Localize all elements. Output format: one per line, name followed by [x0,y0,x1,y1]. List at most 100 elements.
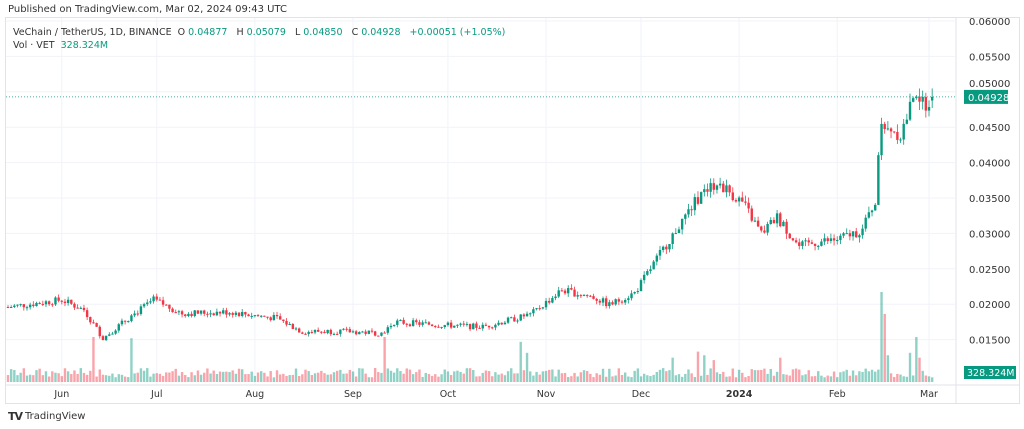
high-value: 0.05079 [246,27,286,38]
volume-bar [614,375,617,382]
candle-body [513,317,516,322]
candle-body [810,242,814,244]
volume-bar [155,373,158,382]
candle-body [114,330,117,334]
y-tick-label: 0.01500 [969,336,1010,347]
volume-bar [184,374,187,382]
candle-body [779,213,782,227]
volume-bar [782,374,785,382]
volume-bar [187,377,190,382]
volume-bar [699,375,703,382]
x-tick-label: Sep [344,389,362,400]
candle-body [19,304,22,306]
candle-body [487,325,491,328]
volume-bar [472,369,475,382]
candle-body [278,316,282,320]
candle-body [111,333,114,335]
volume-bar [250,371,253,382]
volume-bar [408,369,412,382]
volume-bar [817,371,820,382]
candle-body [203,310,206,314]
tradingview-logo[interactable]: TV TradingView [8,410,85,423]
volume-bar [313,373,317,382]
legend: VeChain / TetherUS, 1D, BINANCE O 0.04877… [13,26,508,52]
volume-bar [918,357,921,382]
candle-body [294,328,298,330]
candle-body [696,197,700,204]
candle-body [370,330,374,332]
candle-body [867,212,871,218]
volume-bar [392,372,396,382]
volume-bar [921,370,924,382]
volume-bar [38,368,41,382]
y-tick-label: 0.02500 [969,265,1010,276]
volume-bar [557,369,560,382]
volume-bar [60,376,64,382]
volume-bar [92,337,95,382]
volume-bar [741,372,744,382]
candle-body [130,315,133,322]
candle-body [617,299,621,302]
candle-body [911,98,915,102]
candle-body [848,233,852,237]
candle-body [851,231,855,237]
volume-bar [389,370,393,382]
candle-body [554,296,557,299]
candle-body [136,313,139,315]
candle-body [152,296,155,302]
candle-body [383,332,386,334]
y-tick-label: 0.03500 [969,194,1010,205]
volume-bar [19,372,22,382]
volume-bar [411,374,415,382]
volume-bar [798,369,801,382]
candle-body [484,324,488,326]
volume-bar [234,373,238,382]
volume-bar [715,372,719,382]
volume-label: Vol · VET [13,40,55,51]
volume-bar [810,376,814,382]
candle-body [291,323,295,330]
candle-body [282,319,285,322]
volume-bar [836,377,839,382]
volume-bar [108,375,111,382]
candle-body [146,302,149,305]
candle-body [826,238,829,242]
candle-body [680,218,684,230]
x-tick-label: Nov [537,389,556,400]
candle-body [260,315,263,317]
volume-bar [120,374,124,382]
candle-body [728,185,731,193]
volume-bar [826,375,829,382]
candle-body [443,325,446,328]
candle-body [924,96,928,111]
volume-bar [671,357,674,382]
candle-body [874,204,877,211]
symbol-title[interactable]: VeChain / TetherUS, 1D, BINANCE [13,27,172,38]
volume-bar [13,370,16,382]
candle-body [870,210,874,213]
candle-body [174,312,177,314]
candle-body [108,334,111,336]
volume-bar [576,376,579,382]
volume-bar [297,375,301,382]
volume-bar [915,337,918,382]
volume-bar [418,369,421,382]
volume-bar [177,375,181,382]
candle-body [627,298,630,300]
x-tick-label: Dec [632,389,650,400]
candle-body [630,293,633,299]
chart-frame[interactable] [5,17,1020,404]
candle-body [756,220,760,227]
candle-body [563,290,567,294]
volume-bar [484,370,488,382]
candle-body [177,311,181,313]
candle-body [184,314,187,317]
volume-bar [889,373,893,382]
candle-body [665,246,668,250]
volume-bar [256,372,260,382]
candle-body [658,249,662,256]
candle-body [570,288,573,290]
y-tick-label: 0.03000 [969,229,1010,240]
candle-body [424,322,427,324]
